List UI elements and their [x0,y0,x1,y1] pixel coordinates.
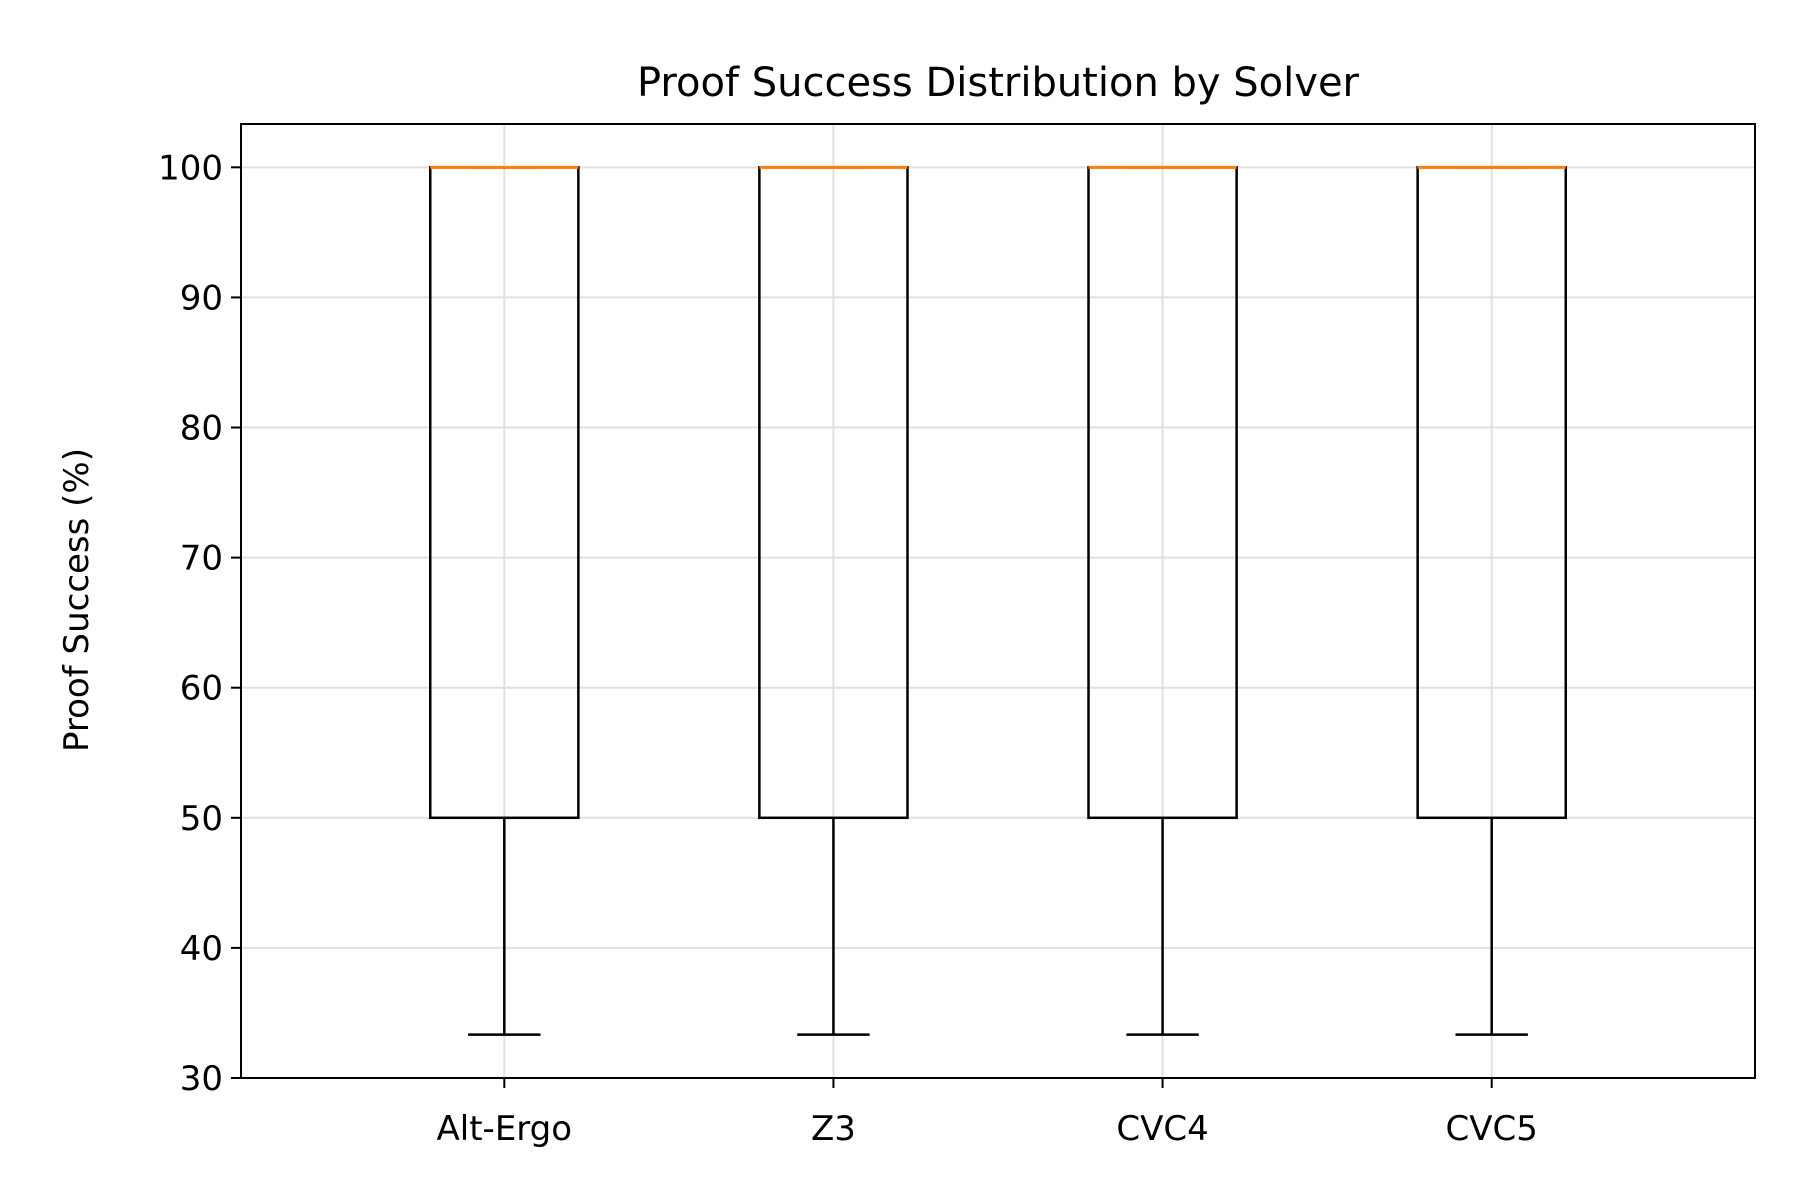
box-layer [429,165,1568,1036]
grid-layer [241,124,1755,1079]
box-group [1416,165,1568,1036]
y-tick-label: 30 [180,1059,223,1099]
x-tick-label: CVC4 [1116,1109,1208,1149]
x-tick-label: Alt-Ergo [437,1109,573,1149]
box-group [758,165,909,1036]
y-axis-label: Proof Success (%) [57,448,97,752]
box-group [1087,165,1238,1036]
x-tick-label: CVC5 [1446,1109,1538,1149]
y-tick-label: 50 [180,799,223,839]
y-tick-label: 90 [180,278,223,318]
y-tick-label: 100 [158,148,223,188]
chart-title: Proof Success Distribution by Solver [637,60,1360,106]
y-tick-label: 60 [180,669,223,709]
y-tick-label: 40 [180,929,223,969]
y-tick-label: 80 [180,409,223,449]
y-tick-label: 70 [180,539,223,579]
x-tick-label: Z3 [811,1109,856,1149]
axis-layer: 30 40 50 60 70 80 90 100 Alt-Ergo Z3 CVC4 CVC5 [158,123,1756,1149]
box-group [429,165,580,1036]
plot-frame [240,123,1756,1079]
